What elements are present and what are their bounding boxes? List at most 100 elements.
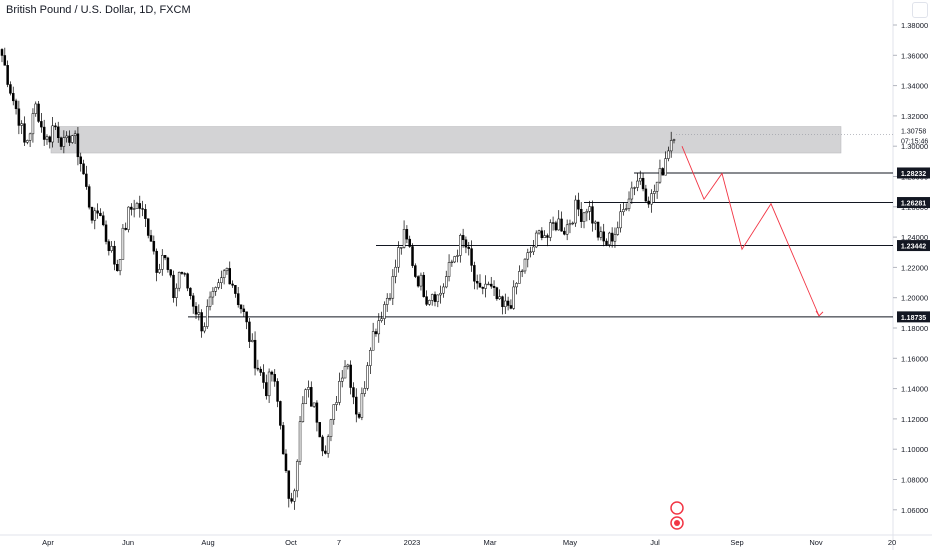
candle-body — [217, 282, 220, 288]
candle-body — [96, 210, 99, 214]
candle-body — [315, 402, 319, 423]
candle-body — [388, 297, 392, 300]
candle-body — [551, 222, 555, 224]
candle-body — [234, 285, 237, 294]
candle-body — [17, 108, 21, 126]
y-tick-label: 1.30000 — [901, 142, 928, 151]
candle-body — [318, 422, 321, 438]
candle-body — [270, 371, 274, 375]
candle-body — [0, 49, 4, 56]
candle-body — [568, 223, 572, 226]
candle-body — [242, 308, 246, 313]
supply-zone — [50, 126, 842, 154]
candle-body — [487, 283, 490, 286]
candle-body — [605, 240, 608, 245]
candle-body — [608, 232, 611, 245]
candle-body — [42, 126, 46, 140]
candle-body — [189, 287, 192, 297]
candle-body — [144, 209, 147, 219]
candle-body — [6, 65, 9, 85]
candle-body — [340, 377, 344, 382]
candle-body — [664, 158, 667, 176]
candle-body — [658, 168, 662, 183]
candle-body — [492, 286, 496, 288]
y-tick-label: 1.38000 — [901, 21, 928, 30]
candle-body — [647, 200, 650, 205]
candle-body — [630, 187, 634, 200]
candle-body — [9, 84, 12, 94]
candle-body — [352, 387, 355, 398]
candle-body — [101, 215, 105, 226]
candle-body — [616, 227, 620, 235]
candle-body — [161, 255, 164, 270]
candle-body — [31, 113, 35, 135]
candle-body — [135, 203, 139, 209]
candle-body — [11, 93, 15, 102]
candle-body — [554, 222, 558, 231]
candle-body — [290, 498, 293, 502]
candle-body — [453, 256, 456, 263]
candle-body — [335, 402, 338, 405]
candle-body — [82, 163, 85, 175]
candle-body — [501, 296, 504, 307]
candle-body — [236, 293, 240, 305]
candle-body — [394, 266, 397, 277]
candle-body — [65, 135, 68, 139]
candle-body — [669, 140, 673, 152]
settings-icon[interactable] — [912, 2, 928, 18]
candle-body — [138, 203, 142, 209]
candle-body — [661, 168, 665, 176]
candle-body — [549, 222, 552, 238]
candle-body — [374, 331, 378, 335]
candle-body — [464, 239, 468, 248]
candle-body — [445, 276, 448, 288]
candle-body — [371, 331, 375, 351]
candle-body — [436, 294, 440, 302]
candle-body — [498, 296, 501, 300]
candle-body — [141, 208, 144, 210]
x-tick-label: 2023 — [404, 538, 421, 547]
candle-body — [239, 304, 243, 310]
candle-body — [523, 258, 527, 272]
candle-body — [512, 286, 515, 309]
candle-body — [284, 453, 288, 471]
candle-body — [377, 320, 381, 335]
candle-body — [650, 193, 653, 205]
candle-body — [298, 421, 302, 462]
candle-body — [307, 387, 310, 390]
level-price-tag — [897, 167, 930, 179]
candle-body — [166, 257, 170, 270]
y-tick-label: 1.24000 — [901, 233, 928, 242]
candle-body — [639, 177, 642, 182]
candle-body — [262, 372, 265, 383]
candle-body — [287, 470, 291, 499]
candle-body — [610, 232, 614, 242]
y-tick-label: 1.12000 — [901, 415, 928, 424]
candle-body — [543, 235, 546, 239]
candle-body — [183, 273, 187, 275]
candle-body — [529, 251, 532, 253]
candle-body — [633, 187, 636, 189]
candle-body — [594, 221, 597, 224]
x-tick-label: 7 — [337, 538, 341, 547]
level-price-label: 1.18735 — [901, 315, 926, 322]
candle-body — [433, 294, 437, 302]
candle-body — [329, 419, 333, 437]
candle-body — [256, 367, 260, 370]
candle-body — [456, 255, 459, 257]
candle-body — [447, 262, 451, 277]
candle-body — [577, 199, 580, 210]
candle-body — [279, 401, 282, 426]
candle-body — [560, 218, 563, 232]
candle-body — [186, 273, 189, 289]
candle-body — [478, 282, 482, 288]
candle-body — [250, 339, 254, 342]
candle-body — [99, 212, 102, 216]
candle-body — [45, 136, 49, 140]
candle-body — [461, 235, 465, 241]
candle-body — [121, 227, 125, 260]
y-tick-label: 1.36000 — [901, 51, 928, 60]
x-tick-label: 20 — [888, 538, 896, 547]
candle-body — [51, 125, 54, 143]
candle-body — [369, 350, 372, 366]
